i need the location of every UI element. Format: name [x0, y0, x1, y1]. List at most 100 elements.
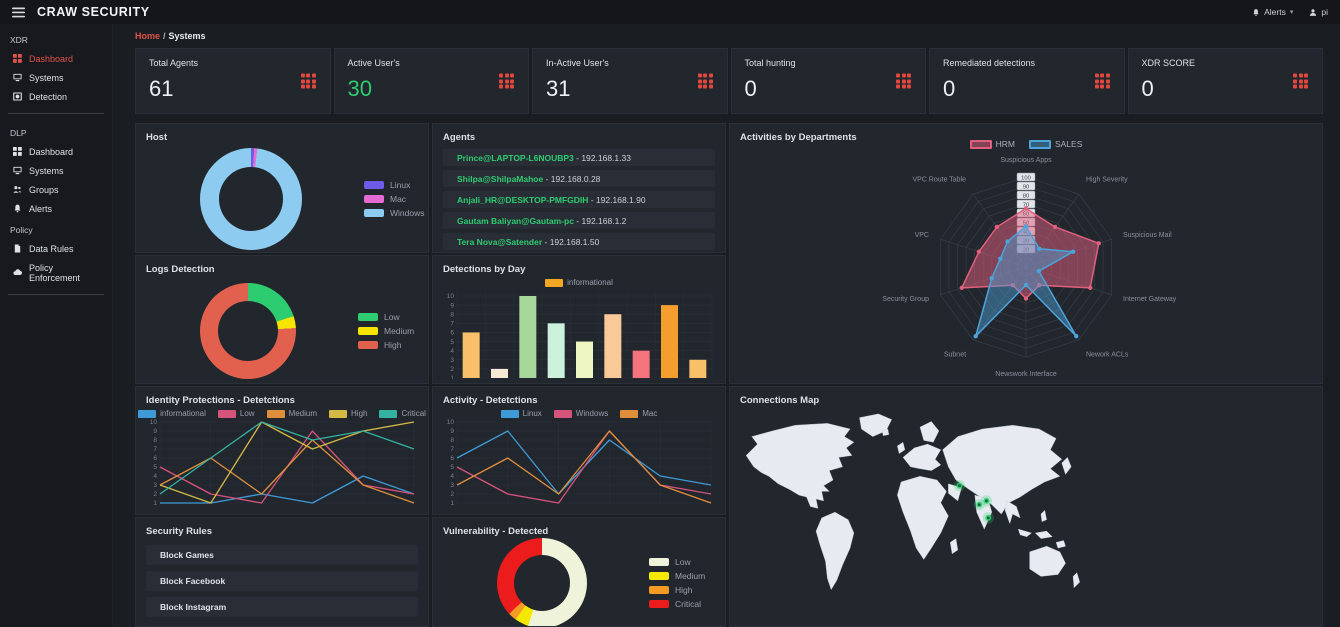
svg-text:10: 10	[150, 419, 158, 426]
sidebar-item-label: Groups	[29, 184, 59, 195]
sidebar-item-label: Systems	[29, 165, 64, 176]
svg-text:1: 1	[153, 500, 157, 507]
host-legend: Linux Mac Windows	[364, 180, 424, 218]
legend-item-windows: Windows	[364, 208, 424, 218]
legend-label: informational	[160, 409, 206, 418]
agents-list: Prince@LAPTOP-L6NOUBP3 - 192.168.1.33 Shi…	[433, 149, 725, 250]
radar-legend: HRM SALES	[730, 139, 1322, 149]
svg-text:Nework ACLs: Nework ACLs	[1086, 351, 1129, 358]
svg-text:4: 4	[153, 473, 157, 480]
menu-toggle-icon[interactable]	[12, 7, 25, 18]
svg-text:1: 1	[450, 375, 454, 379]
detection-target-icon	[13, 92, 23, 101]
legend-item-informational: informational	[138, 409, 206, 418]
agent-ip: - 192.168.1.33	[573, 152, 631, 163]
legend-label: Linux	[390, 180, 411, 190]
svg-text:100: 100	[1021, 175, 1031, 181]
sidebar-item-data-rules[interactable]: Data Rules	[0, 239, 112, 258]
agent-list-item[interactable]: Tera Nova@Satender - 192.168.1.50	[443, 233, 715, 250]
svg-text:5: 5	[153, 464, 157, 471]
breadcrumb-home-link[interactable]: Home	[135, 31, 161, 41]
security-rule-item: Block Games	[146, 545, 418, 565]
legend-item-informational: informational	[545, 278, 613, 287]
grid-dots-icon	[499, 73, 514, 89]
app-brand: CRAW SECURITY	[37, 5, 150, 19]
sidebar-item-groups[interactable]: Groups	[0, 180, 112, 199]
alerts-menu[interactable]: Alerts ▾	[1252, 7, 1293, 17]
legend-swatch	[364, 181, 384, 189]
svg-text:5: 5	[450, 339, 454, 346]
svg-text:6: 6	[153, 455, 157, 462]
svg-text:4: 4	[450, 348, 454, 355]
svg-text:1: 1	[450, 500, 454, 507]
legend-item-high: High	[358, 340, 414, 350]
panel-identity-detections: Identity Protections - Detetctions infor…	[135, 386, 429, 515]
legend-swatch	[649, 572, 669, 580]
legend-item-critical: Critical	[649, 599, 705, 609]
svg-text:High Severity: High Severity	[1086, 177, 1128, 184]
svg-text:VPC: VPC	[915, 232, 929, 239]
sidebar-item-systems[interactable]: Systems	[0, 161, 112, 180]
sidebar-item-dashboard[interactable]: Dashboard	[0, 49, 112, 68]
legend-item-windows: Windows	[553, 409, 609, 418]
agent-name: Shilpa@ShilpaMahoe	[457, 173, 544, 184]
legend-label: Low	[384, 311, 400, 322]
legend-label: Windows	[575, 409, 609, 418]
svg-text:90: 90	[1023, 184, 1029, 190]
panel-title-activity: Activity - Detetctions	[443, 395, 538, 406]
sidebar-item-policy-enforcement[interactable]: Policy Enforcement	[0, 258, 112, 287]
legend-item-sales: SALES	[1028, 139, 1082, 149]
legend-swatch	[969, 139, 992, 149]
breadcrumb: Home / Systems	[135, 31, 1323, 41]
panel-title-map: Connections Map	[740, 395, 820, 406]
svg-text:3: 3	[450, 357, 454, 364]
sidebar-item-label: Detection	[29, 91, 68, 102]
security-rule-item: Block Facebook	[146, 571, 418, 591]
stat-card-total-hunting: Total hunting 0	[730, 48, 926, 114]
sidebar-item-alerts[interactable]: Alerts	[0, 199, 112, 218]
user-menu[interactable]: pi	[1309, 7, 1328, 17]
svg-text:2: 2	[450, 491, 454, 498]
legend-item-critical: Critical	[379, 409, 426, 418]
sidebar-item-systems[interactable]: Systems	[0, 68, 112, 87]
legend-swatch	[620, 409, 639, 418]
sidebar-divider	[8, 294, 104, 295]
svg-text:Suspicious Apps: Suspicious Apps	[1000, 157, 1052, 164]
panel-title-identity: Identity Protections - Detetctions	[146, 395, 295, 406]
stat-value: 30	[347, 76, 372, 101]
sidebar-item-label: Alerts	[29, 203, 53, 214]
svg-text:80: 80	[1023, 193, 1029, 199]
panel-host: Host Linux Mac Windows	[135, 123, 429, 253]
agent-list-item[interactable]: Shilpa@ShilpaMahoe - 192.168.0.28	[443, 170, 715, 187]
legend-item-low: Low	[217, 409, 255, 418]
legend-item-medium: Medium	[649, 571, 705, 581]
panel-connections-map: Connections Map	[729, 386, 1323, 627]
legend-item-low: Low	[649, 557, 705, 567]
svg-text:Subnet: Subnet	[944, 351, 966, 358]
agent-list-item[interactable]: Gautam Baliyan@Gautam-pc - 192.168.1.2	[443, 212, 715, 229]
legend-swatch	[545, 278, 564, 287]
svg-text:Internet Gateway: Internet Gateway	[1123, 296, 1177, 303]
legend-label: Linux	[522, 409, 542, 418]
groups-icon	[13, 185, 23, 194]
agent-list-item[interactable]: Anjali_HR@DESKTOP-PMFGDIH - 192.168.1.90	[443, 191, 715, 208]
sidebar-section-label-xdr: XDR	[10, 35, 28, 45]
legend-item-high: High	[649, 585, 705, 595]
sidebar-item-dashboard[interactable]: Dashboard	[0, 142, 112, 161]
grid-dots-icon	[300, 73, 316, 89]
legend-swatch	[358, 326, 378, 335]
legend-label: Mac	[390, 194, 407, 204]
sidebar-item-detection[interactable]: Detection	[0, 87, 112, 106]
security-rule-item: Block Instagram	[146, 597, 418, 617]
panel-logs-detection: Logs Detection Low Medium High	[135, 255, 429, 384]
vulnerability-legend: Low Medium High Critical	[649, 557, 705, 609]
legend-swatch	[266, 409, 285, 418]
panel-title-vulnerability: Vulnerability - Detected	[443, 526, 549, 537]
agent-list-item[interactable]: Prince@LAPTOP-L6NOUBP3 - 192.168.1.33	[443, 149, 715, 166]
panel-title-detections-day: Detections by Day	[443, 264, 526, 275]
stat-label: Total hunting	[744, 58, 796, 68]
legend-swatch	[500, 409, 519, 418]
legend-label: HRM	[995, 139, 1015, 149]
panel-activities-by-departments: Activities by Departments HRM SALES Suspi…	[729, 123, 1323, 384]
legend-item-linux: Linux	[500, 409, 542, 418]
